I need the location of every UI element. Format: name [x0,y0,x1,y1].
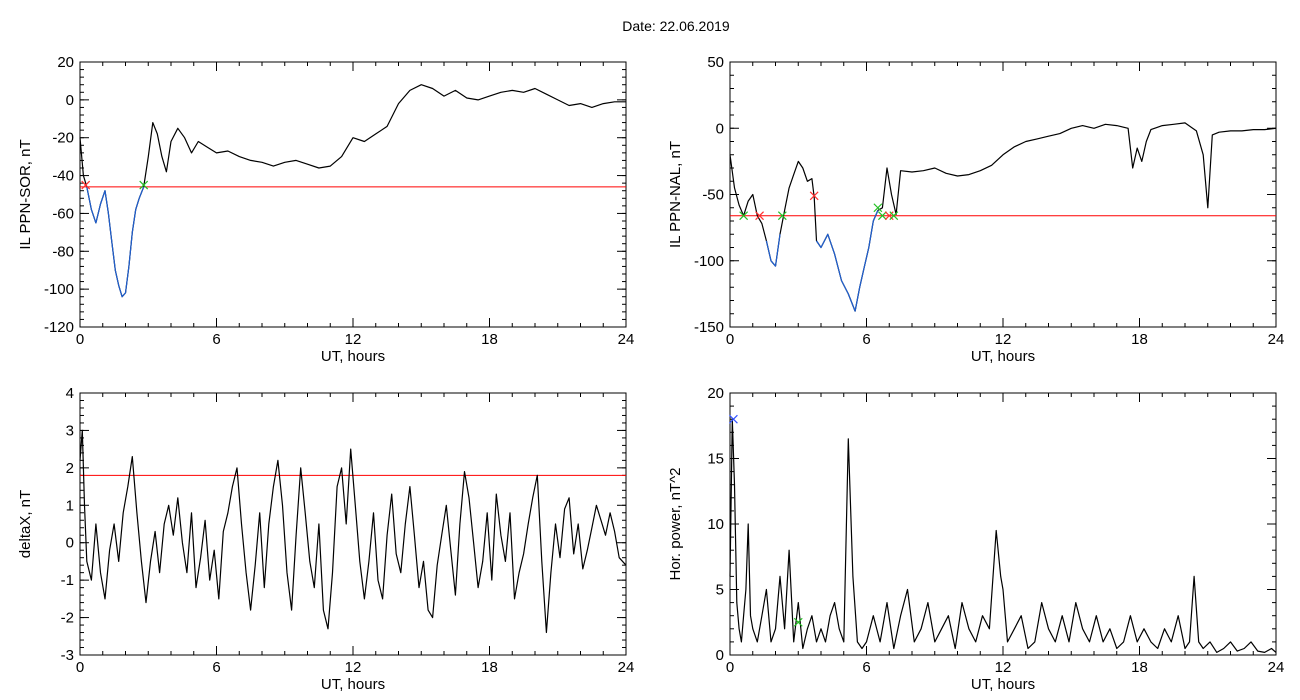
x-tick-label: 18 [481,659,498,676]
marker-stroke [755,211,764,221]
y-tick-label: 15 [707,451,724,468]
x-tick-label: 6 [862,659,870,676]
y-tick-label: 4 [66,385,74,402]
y-tick-label: -100 [44,281,74,298]
x-tick-label: 24 [618,659,635,676]
series-line-highlight [86,186,145,298]
y-tick-label: 0 [66,535,74,552]
marker-green [777,211,787,221]
series-line-signal [79,84,626,298]
marker-green [878,211,887,221]
y-tick-label: 20 [57,54,74,71]
y-tick-label: 0 [66,92,74,109]
marker-green [793,617,803,627]
y-tick-label: 0 [716,120,724,137]
y-tick-label: 0 [716,647,724,664]
x-tick-label: 12 [345,331,362,348]
date-title: Date: 22.06.2019 [622,18,730,34]
y-tick-label: -1 [61,572,74,589]
y-tick-label: -60 [52,205,74,222]
chart-panel-2: 0 6 12 18 24 50 0 -50 -100 -150 UT, hours IL PPN-NA… [667,54,1284,365]
x-tick-label: 18 [1131,659,1148,676]
marker-stroke [878,211,887,221]
chart-panel-1: 0 6 12 18 24 20 0 -20 -40 -60 -80 -100 -120 UT, hours… [17,54,634,365]
y-tick-label: 50 [707,54,724,71]
marker-stroke [739,211,749,221]
y-tick-label: -3 [61,647,74,664]
y-tick-label: 3 [66,422,74,439]
y-axis-label: deltaX, nT [17,490,34,558]
y-tick-label: -150 [694,319,724,336]
series-line-highlight [765,234,781,267]
marker-stroke [81,180,91,190]
marker-stroke [889,211,899,221]
marker-green [139,180,149,190]
x-tick-label: 18 [1131,331,1148,348]
marker-blue [728,414,738,424]
marker-stroke [139,180,149,190]
chart-panel-4: 0 6 12 18 24 20 15 10 5 0 UT, hours Hor. power, nT^… [667,385,1284,693]
x-tick-label: 6 [212,659,220,676]
x-axis-label: UT, hours [321,348,385,365]
marker-stroke [873,203,883,213]
y-tick-label: 2 [66,460,74,477]
x-axis-label: UT, hours [971,348,1035,365]
marker-stroke [809,191,819,201]
x-tick-label: 12 [995,331,1012,348]
marker-stroke [793,617,803,627]
x-tick-label: 24 [1268,331,1285,348]
y-tick-label: -120 [44,319,74,336]
x-tick-label: 18 [481,331,498,348]
marker-red [755,211,764,221]
series-line-signal [79,429,627,634]
y-axis-label: IL PPN-SOR, nT [17,139,34,249]
y-tick-label: -2 [61,610,74,627]
chart-panel-3: 0 6 12 18 24 4 3 2 1 0 -1 -2 -3 UT, hours deltaX, nT [17,385,634,693]
marker-green [873,203,883,213]
x-axis-label: UT, hours [321,676,385,693]
series-line-highlight [816,210,879,312]
y-tick-label: -20 [52,130,74,147]
marker-green [889,211,899,221]
plot-frame [79,61,627,328]
x-tick-label: 0 [726,659,734,676]
x-tick-label: 12 [345,659,362,676]
y-tick-label: 10 [707,516,724,533]
plot-frame [79,392,627,656]
x-tick-label: 12 [995,659,1012,676]
marker-stroke [728,414,738,424]
marker-stroke [777,211,787,221]
y-tick-label: 5 [716,582,724,599]
x-tick-label: 24 [1268,659,1285,676]
y-tick-label: -40 [52,168,74,185]
y-tick-label: -100 [694,253,724,270]
plot-frame [729,61,1277,328]
x-tick-label: 0 [726,331,734,348]
y-axis-label: Hor. power, nT^2 [667,468,684,581]
y-tick-label: -80 [52,243,74,260]
series-line-signal [729,418,1277,654]
marker-red [809,191,819,201]
x-axis-label: UT, hours [971,676,1035,693]
x-tick-label: 24 [618,331,635,348]
series-line-signal [729,122,1277,312]
x-tick-label: 0 [76,659,84,676]
marker-red [81,180,91,190]
y-tick-label: -50 [702,187,724,204]
x-tick-label: 0 [76,331,84,348]
y-axis-label: IL PPN-NAL, nT [667,141,684,248]
x-tick-label: 6 [212,331,220,348]
y-tick-label: 1 [66,497,74,514]
y-tick-label: 20 [707,385,724,402]
x-tick-label: 6 [862,331,870,348]
marker-green [739,211,749,221]
